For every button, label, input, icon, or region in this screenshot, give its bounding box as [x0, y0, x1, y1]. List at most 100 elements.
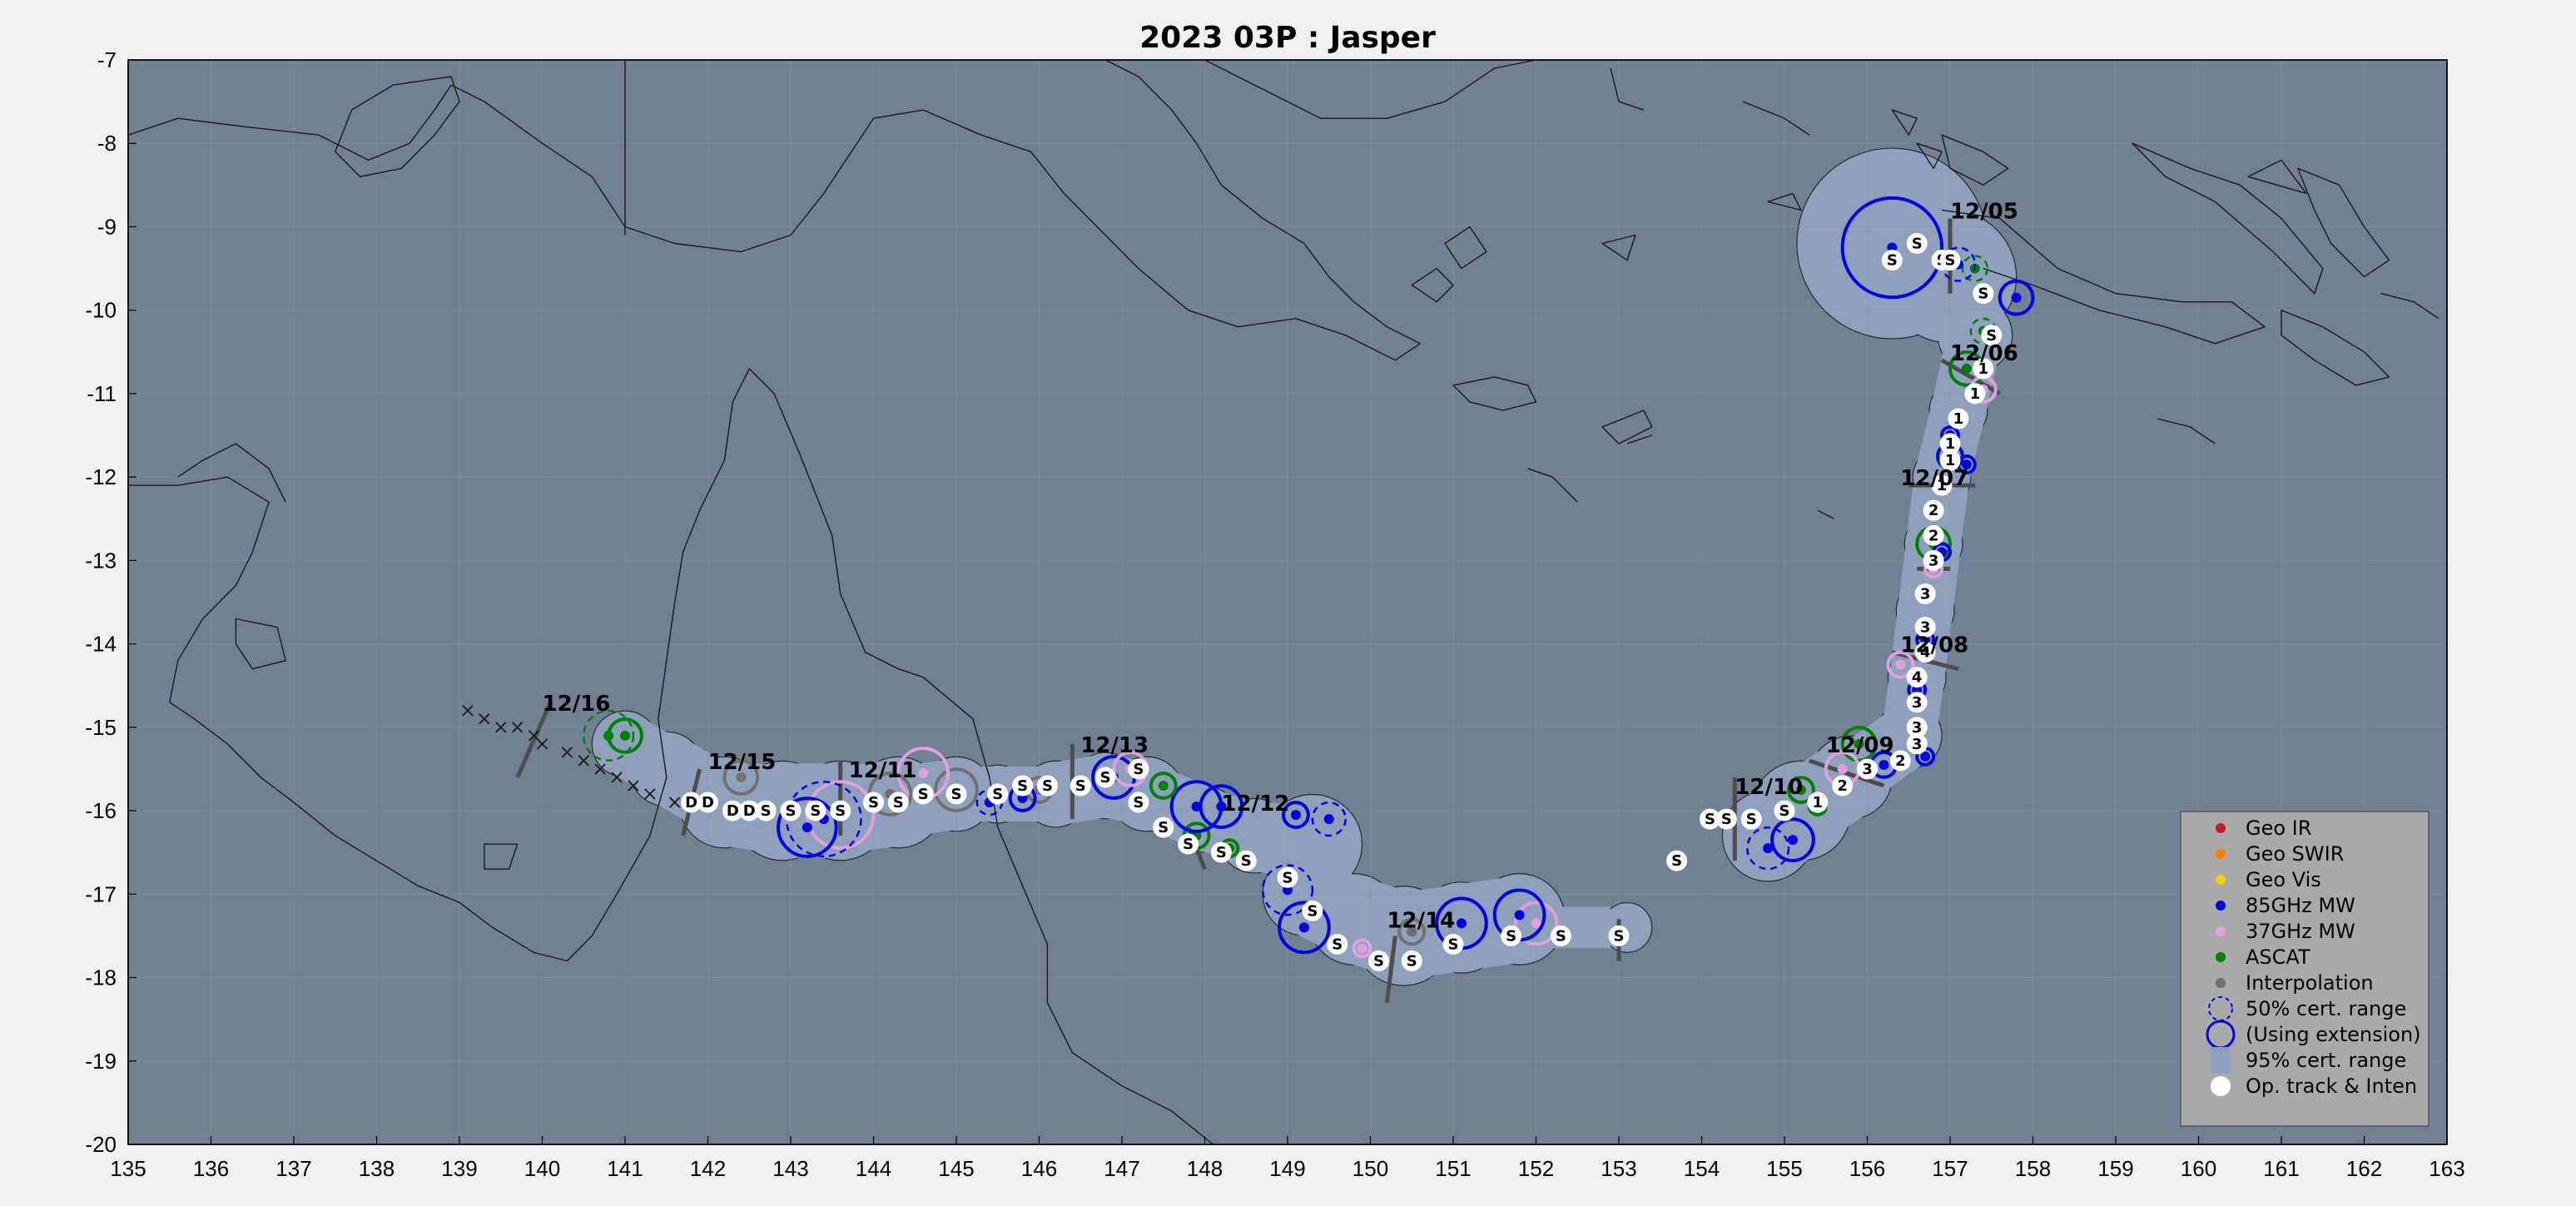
y-tick-label: -15 — [85, 715, 117, 740]
x-tick-label: 150 — [1353, 1156, 1388, 1181]
legend-label: 85GHz MW — [2246, 894, 2355, 917]
mw37-fix-dot — [1531, 918, 1541, 929]
time-tick — [1809, 758, 1885, 788]
x-tick-label: 155 — [1766, 1156, 1802, 1181]
plot-area: SSSSSS11111122333443332321SSSSSSSSSSSSSS… — [128, 60, 2447, 1144]
ascat-fix-ring — [1149, 772, 1178, 800]
mw85-fix-dot — [1216, 802, 1227, 812]
legend-dot-icon — [2216, 952, 2226, 962]
ascat-fix-dot — [1854, 738, 1864, 749]
coast-kolombangara — [1916, 142, 1943, 169]
decay-marker — [594, 763, 606, 775]
op-track-marker — [1178, 833, 1199, 855]
op-track-marker — [1210, 841, 1232, 863]
op-track-marker — [1906, 733, 1928, 755]
op-track-intensity: 3 — [1920, 619, 1931, 637]
op-track-intensity: S — [1332, 936, 1343, 953]
op-track-marker — [946, 783, 967, 805]
op-track-marker — [1550, 925, 1571, 946]
op-track-marker — [1939, 449, 1961, 471]
x-tick-label: 139 — [441, 1156, 477, 1181]
op-track-intensity: S — [893, 794, 904, 811]
legend-label: Geo SWIR — [2246, 842, 2344, 866]
op-track-intensity: 3 — [1920, 585, 1931, 603]
op-track-intensity: S — [1183, 836, 1194, 853]
legend-label: Op. track & Inten — [2246, 1074, 2417, 1098]
op-track-intensity: S — [1075, 777, 1086, 795]
mw85-fix-ring — [1199, 784, 1244, 829]
legend-label: 37GHz MW — [2246, 920, 2355, 943]
mw85-fix-dot — [1323, 814, 1334, 825]
op-track-marker — [805, 800, 826, 821]
op-track-marker — [1235, 850, 1257, 871]
op-track-marker — [1036, 775, 1058, 797]
legend-label: Geo IR — [2246, 816, 2311, 840]
coast-australia-west — [128, 368, 750, 962]
op-track-intensity: S — [1978, 285, 1988, 303]
coast-reef-2 — [1626, 434, 1653, 444]
interp-fix-ring — [934, 767, 979, 812]
op-track-intensity: D — [743, 802, 756, 820]
op-track-intensity: S — [1746, 811, 1757, 828]
y-tick-label: -20 — [85, 1132, 117, 1157]
op-track-intensity: S — [1614, 927, 1625, 945]
op-track-marker — [887, 792, 909, 813]
op-track-intensity: S — [1158, 819, 1169, 836]
op-track-marker — [1964, 383, 1986, 404]
mw85-fix-dot — [2011, 292, 2022, 303]
op-track-marker — [1857, 758, 1878, 780]
op-track-intensity: D — [727, 802, 739, 820]
x-tick-label: 135 — [110, 1156, 146, 1181]
legend-dot-icon — [2216, 823, 2226, 833]
coast-new-britain — [1204, 60, 1536, 119]
x-tick-label: 162 — [2346, 1156, 2382, 1181]
op-track-marker — [912, 783, 934, 805]
op-track-marker — [722, 800, 743, 821]
op-track-intensity: 4 — [1920, 644, 1931, 662]
legend-label: Geo Vis — [2246, 868, 2321, 891]
op-track-intensity: S — [1283, 869, 1293, 886]
coast-fergusson — [1444, 226, 1487, 270]
coast-goodenough — [1411, 267, 1454, 303]
coast-island-west — [335, 76, 460, 177]
op-track-intensity: 4 — [1912, 669, 1923, 687]
op-track-marker — [1666, 850, 1688, 871]
mw85-fix-ring — [1311, 801, 1347, 837]
interp-fix-dot — [736, 772, 747, 782]
op-track-intensity: S — [1216, 844, 1227, 861]
op-track-intensity: S — [1307, 902, 1318, 920]
op-track-intensity: S — [918, 786, 929, 803]
mw37-fix-ring — [1513, 901, 1559, 946]
coast-australia-east — [748, 368, 1214, 1144]
op-track-intensity: S — [1779, 802, 1790, 820]
coast-malaita — [2297, 167, 2390, 278]
y-tick-label: -16 — [85, 798, 117, 823]
mw85-fix-dot — [1920, 751, 1931, 762]
mw85-fix-dot — [1879, 759, 1889, 770]
coast-arnhem-islands — [177, 443, 286, 503]
decay-marker — [669, 797, 681, 808]
date-label: 12/08 — [1900, 633, 1968, 658]
coast-vella-lavella — [1891, 109, 1918, 136]
op-track-intensity: S — [1407, 952, 1417, 970]
op-track-intensity: 1 — [1953, 410, 1964, 428]
coast-reef-3 — [1527, 468, 1578, 503]
y-tick-label: -10 — [85, 298, 117, 323]
op-track-marker — [1128, 758, 1149, 780]
coast-new-guinea — [128, 60, 1421, 361]
op-track-intensity: 3 — [1928, 552, 1939, 569]
op-track-intensity: 1 — [1937, 477, 1948, 494]
x-tick-label: 138 — [359, 1156, 395, 1181]
coast-santa-isabel — [2132, 142, 2324, 295]
op-track-marker — [1070, 775, 1091, 797]
decay-marker — [479, 713, 490, 725]
decay-marker — [495, 722, 507, 733]
op-track-marker — [1442, 933, 1464, 955]
op-track-intensity: S — [1133, 794, 1144, 811]
op-track-marker — [1981, 325, 2003, 346]
date-label: 12/10 — [1735, 775, 1803, 800]
date-label: 12/07 — [1900, 466, 1968, 491]
legend-label: (Using extension) — [2246, 1023, 2421, 1046]
op-track-marker — [1939, 250, 1961, 271]
